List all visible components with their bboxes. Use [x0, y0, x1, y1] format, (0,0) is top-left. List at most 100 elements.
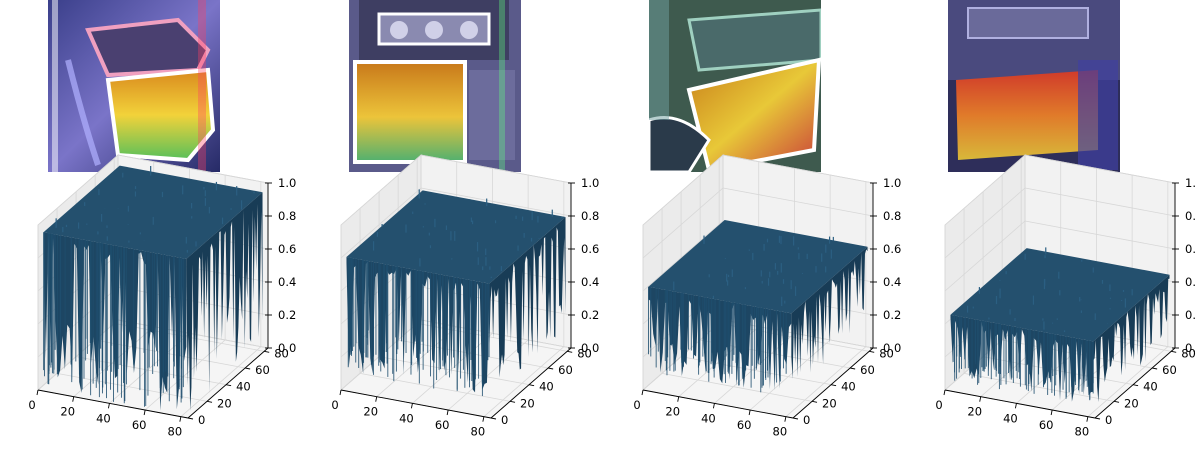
- y-tick: [1113, 400, 1120, 403]
- x-tick: [677, 396, 680, 402]
- y-tick: [490, 417, 497, 420]
- y-tick-label: 60: [255, 363, 270, 377]
- y-tick-label: 40: [841, 380, 856, 394]
- x-tick-label: 20: [363, 405, 378, 419]
- x-axis-line: [642, 389, 794, 419]
- z-tick-label: 1.0: [278, 176, 296, 190]
- z-tick-label: 0.6: [883, 242, 901, 256]
- x-tick: [1014, 403, 1017, 409]
- y-tick-label: 60: [558, 363, 573, 377]
- x-tick: [410, 403, 413, 409]
- y-tick: [1152, 367, 1158, 370]
- x-tick: [107, 403, 110, 409]
- x-tick: [979, 396, 982, 402]
- y-tick-label: 80: [1181, 346, 1196, 360]
- x-axis-line: [37, 389, 189, 419]
- y-tick: [1094, 417, 1101, 420]
- x-tick-label: 60: [132, 418, 147, 432]
- x-tick-label: 80: [168, 425, 183, 439]
- x-tick: [1050, 409, 1053, 416]
- z-tick-label: 1.0: [883, 176, 901, 190]
- x-tick: [339, 389, 342, 396]
- saliency-image-3: [649, 0, 821, 172]
- z-tick-label: 0.4: [278, 275, 296, 289]
- x-tick-label: 20: [665, 405, 680, 419]
- surface-top: [648, 220, 868, 314]
- z-tick-label: 0.8: [278, 209, 296, 223]
- y-tick: [548, 367, 554, 370]
- y-tick: [792, 417, 799, 420]
- surface-plot-1: 0 20 40 60 80 0 20 40 60 80 0.0 0.2 0.4 0.6 0.8 1.0: [6, 154, 296, 469]
- x-tick-label: 20: [60, 405, 75, 419]
- z-tick-label: 0.2: [278, 308, 296, 322]
- x-tick: [143, 409, 146, 416]
- z-tick-label: 0.8: [581, 209, 599, 223]
- surface: [950, 247, 1170, 403]
- surface-plot-3: 0 20 40 60 80 0 20 40 60 80 0.0 0.2 0.4 0.6 0.8 1.0: [611, 154, 901, 469]
- y-tick: [529, 384, 535, 387]
- y-tick-label: 20: [1124, 396, 1139, 410]
- x-tick: [712, 403, 715, 409]
- x-tick-label: 40: [399, 411, 414, 425]
- y-axis-line: [1094, 347, 1176, 419]
- y-tick-label: 60: [860, 363, 875, 377]
- y-tick: [811, 400, 818, 403]
- z-tick-label: 0.4: [581, 275, 599, 289]
- y-tick-label: 0: [198, 413, 205, 427]
- surface-right: [186, 192, 263, 411]
- x-axis-line: [944, 389, 1096, 419]
- y-tick-label: 0: [1105, 413, 1112, 427]
- x-tick-label: 0: [331, 398, 338, 412]
- surface-top: [43, 165, 263, 259]
- y-tick: [1133, 384, 1139, 387]
- y-tick-label: 20: [822, 396, 837, 410]
- y-tick-label: 40: [539, 380, 554, 394]
- z-tick-label: 0.0: [1185, 341, 1196, 355]
- x-tick: [748, 409, 751, 416]
- saliency-image-4: [948, 0, 1120, 172]
- x-tick-label: 0: [28, 398, 35, 412]
- x-tick: [72, 396, 75, 402]
- x-tick-label: 0: [633, 398, 640, 412]
- z-tick-label: 1.0: [1185, 176, 1196, 190]
- x-axis-line: [340, 389, 492, 419]
- x-tick: [482, 416, 485, 422]
- y-tick-label: 60: [1162, 363, 1177, 377]
- y-tick: [187, 417, 194, 420]
- x-tick-label: 60: [737, 418, 752, 432]
- x-tick-label: 80: [471, 425, 486, 439]
- y-axis-line: [792, 347, 874, 419]
- y-tick: [1171, 350, 1177, 353]
- surface-right: [489, 217, 566, 378]
- y-tick: [869, 350, 875, 353]
- z-tick-label: 1.0: [581, 176, 599, 190]
- y-tick-label: 40: [236, 380, 251, 394]
- x-tick: [36, 389, 39, 396]
- z-tick-label: 0.8: [1185, 209, 1196, 223]
- y-tick: [206, 400, 213, 403]
- x-tick-label: 0: [935, 398, 942, 412]
- surface: [43, 165, 263, 411]
- x-tick-label: 80: [1075, 425, 1090, 439]
- z-tick-label: 0.0: [581, 341, 599, 355]
- x-tick-label: 60: [1039, 418, 1054, 432]
- x-tick-label: 40: [96, 411, 111, 425]
- z-tick-label: 0.4: [883, 275, 901, 289]
- y-tick-label: 80: [274, 346, 289, 360]
- y-tick-label: 40: [1143, 380, 1158, 394]
- x-tick: [784, 416, 787, 422]
- x-tick: [446, 409, 449, 416]
- z-tick-label: 0.6: [1185, 242, 1196, 256]
- z-tick-label: 0.8: [883, 209, 901, 223]
- surface-top: [346, 190, 566, 284]
- z-tick-label: 0.6: [581, 242, 599, 256]
- y-axis-line: [187, 347, 269, 419]
- x-tick: [641, 389, 644, 396]
- y-tick: [245, 367, 251, 370]
- y-tick-label: 20: [217, 396, 232, 410]
- surface: [648, 220, 868, 393]
- surface-plot-2: 0 20 40 60 80 0 20 40 60 80 0.0 0.2 0.4 0.6 0.8 1.0: [309, 154, 599, 469]
- z-tick-label: 0.2: [1185, 308, 1196, 322]
- y-tick: [831, 384, 837, 387]
